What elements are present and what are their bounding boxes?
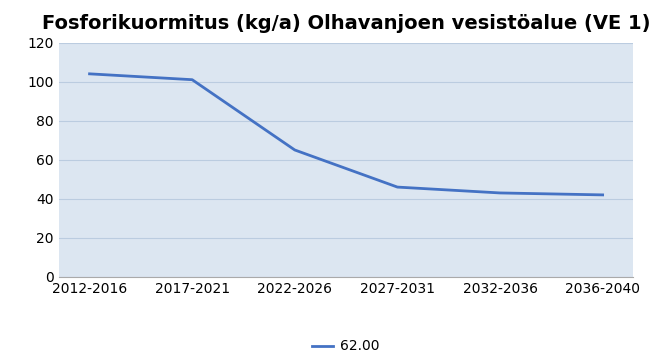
Legend: 62.00: 62.00 bbox=[307, 334, 385, 355]
Title: Fosforikuormitus (kg/a) Olhavanjoen vesistöalue (VE 1): Fosforikuormitus (kg/a) Olhavanjoen vesi… bbox=[42, 14, 650, 33]
